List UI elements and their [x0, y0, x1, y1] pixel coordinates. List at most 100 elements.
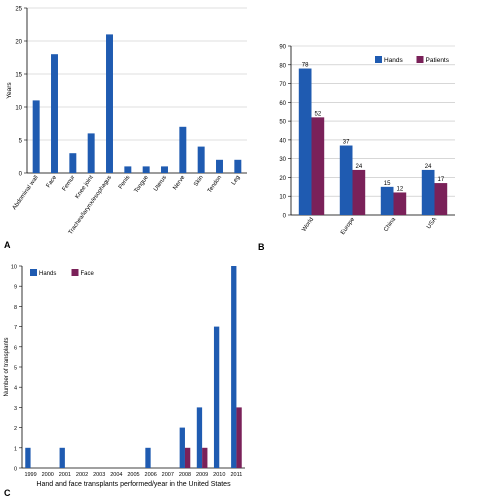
bar-hands — [25, 447, 31, 468]
legend-swatch-hands — [30, 269, 37, 276]
legend-swatch-hands — [375, 56, 382, 63]
data-label: 15 — [384, 181, 391, 187]
bar-value — [161, 166, 168, 173]
bar-hands — [59, 447, 65, 468]
y-tick-label: 30 — [279, 157, 286, 163]
y-tick-label: 10 — [11, 265, 17, 271]
bar-hands — [213, 326, 220, 468]
data-label: 24 — [425, 164, 432, 170]
bar-face — [202, 447, 208, 468]
y-tick-label: 6 — [14, 345, 17, 351]
x-tick-label: 2009 — [196, 472, 208, 478]
legend-label-face: Face — [81, 271, 95, 277]
x-tick-label: 2008 — [179, 472, 191, 478]
y-tick-label: 0 — [283, 214, 287, 220]
bar-value — [106, 34, 113, 174]
y-tick-label: 0 — [19, 172, 23, 178]
bar-hands — [179, 427, 185, 468]
y-axis-label: Number of transplants — [4, 337, 10, 396]
x-tick-label: World — [301, 217, 315, 233]
y-tick-label: 3 — [14, 406, 17, 412]
y-tick-label: 20 — [279, 176, 286, 182]
panel-label-b: B — [258, 242, 265, 252]
legend-label-hands: Hands — [39, 271, 56, 277]
bar-hands — [145, 447, 151, 468]
x-tick-label: Abdominal wall — [12, 175, 40, 212]
x-tick-label: Skin — [193, 175, 205, 188]
x-tick-label: Femur — [62, 175, 77, 193]
bar-patients — [352, 169, 366, 215]
legend-swatch-face — [71, 269, 79, 276]
chart-panel-a: 0 5 10 15 20 25 Abdominal wall Face Femur Knee jo… — [0, 0, 250, 255]
legend-label-patients: Patients — [426, 57, 450, 64]
legend-swatch-patients — [416, 56, 424, 63]
y-tick-label: 70 — [279, 82, 286, 88]
bar-value — [197, 146, 205, 173]
bar-value — [69, 153, 77, 173]
y-tick-label: 1 — [14, 446, 17, 452]
y-tick-label: 90 — [279, 45, 286, 51]
bar-value — [142, 166, 150, 173]
x-tick-label: Tongue — [134, 174, 151, 194]
y-tick-label: 2 — [14, 426, 17, 432]
bar-value — [51, 54, 58, 174]
y-tick-label: 4 — [14, 386, 17, 392]
bar-chart-us-transplants-per-year: 0 1 2 3 4 5 6 7 8 9 10 1999 2000 2001 2002 2003 2004 2005… — [4, 265, 245, 488]
x-tick-label: 2003 — [93, 472, 105, 478]
bar-value — [87, 133, 95, 173]
y-tick-label: 8 — [14, 305, 17, 311]
y-tick-label: 20 — [15, 40, 22, 46]
x-tick-label: 2007 — [162, 472, 174, 478]
y-tick-label: 0 — [14, 467, 17, 473]
x-tick-label: Penis — [118, 175, 132, 191]
data-label: 17 — [438, 177, 445, 183]
data-label: 52 — [315, 111, 322, 117]
x-tick-label: China — [383, 216, 397, 233]
bar-hands — [380, 186, 394, 215]
x-tick-label: Uterus — [153, 175, 168, 193]
panel-label-a: A — [4, 240, 11, 250]
bar-hands — [339, 145, 353, 215]
x-tick-label: Europe — [340, 216, 356, 236]
x-tick-label: 1999 — [24, 472, 36, 478]
bar-hands — [196, 407, 203, 468]
x-tick-label: 2011 — [231, 472, 243, 478]
y-tick-label: 80 — [279, 63, 286, 69]
x-tick-label: USA — [426, 217, 438, 231]
data-label: 24 — [356, 164, 363, 170]
x-axis-label: Hand and face transplants performed/year… — [36, 481, 231, 488]
bar-patients — [434, 183, 448, 215]
bar-hands — [231, 266, 237, 468]
y-tick-label: 40 — [279, 138, 286, 144]
x-tick-label: 2001 — [59, 472, 71, 478]
chart-panel-c: 0 1 2 3 4 5 6 7 8 9 10 1999 2000 2001 2002 2003 2004 2005… — [0, 258, 260, 500]
x-tick-label: 2010 — [213, 472, 225, 478]
legend-label-hands: Hands — [384, 57, 404, 64]
bar-value — [124, 166, 132, 173]
x-tick-label: Leg — [231, 175, 242, 187]
y-tick-label: 5 — [19, 139, 23, 145]
y-tick-label: 5 — [14, 366, 17, 372]
bar-patients — [393, 192, 407, 215]
bar-face — [236, 407, 242, 468]
bar-chart-hands-patients-by-region: 0 10 20 30 40 50 60 70 80 90 78 37 15 24 52 24 12 17 World… — [279, 45, 455, 236]
y-tick-label: 15 — [15, 73, 22, 79]
bar-value — [179, 126, 187, 173]
bar-value — [32, 100, 40, 173]
y-tick-label: 60 — [279, 101, 286, 107]
x-tick-label: 2004 — [110, 472, 122, 478]
x-tick-label: 2006 — [145, 472, 157, 478]
bar-hands — [298, 68, 312, 216]
x-tick-label: 2000 — [42, 472, 54, 478]
bar-patients — [311, 117, 325, 215]
x-tick-label: Nerve — [172, 174, 186, 191]
bar-hands — [421, 169, 435, 215]
bar-value — [216, 159, 223, 173]
bar-face — [184, 447, 191, 468]
x-tick-label: 2005 — [127, 472, 139, 478]
x-tick-label: Knee joint — [75, 174, 95, 200]
x-tick-label: Face — [46, 174, 59, 189]
x-tick-label: Tendon — [207, 175, 223, 195]
y-tick-label: 50 — [279, 120, 286, 126]
